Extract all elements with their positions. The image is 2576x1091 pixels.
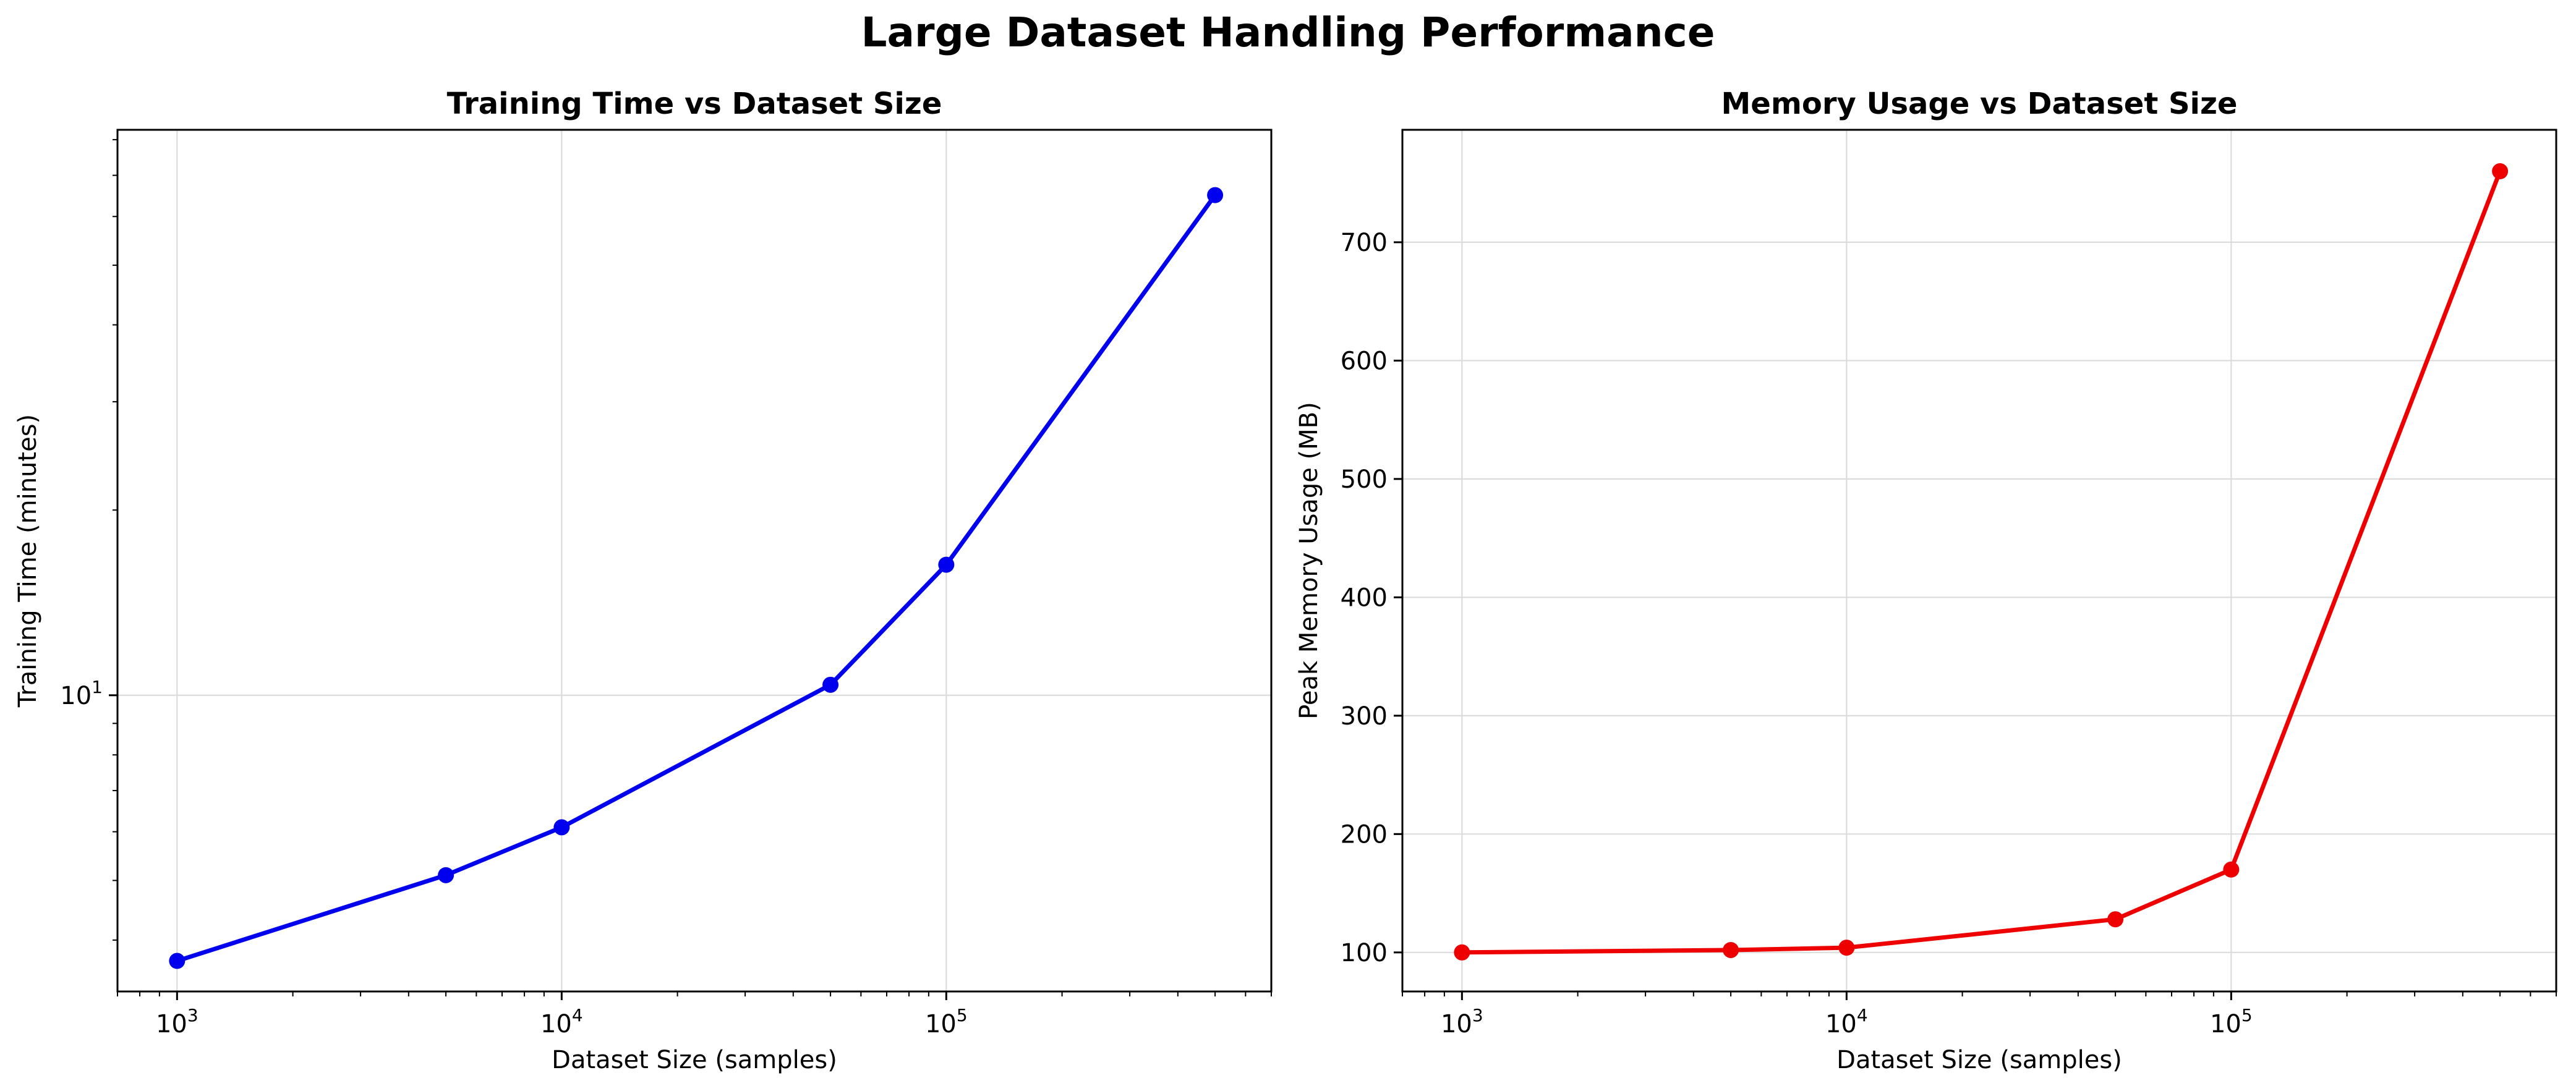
y-tick-label: 200: [1341, 820, 1388, 849]
memory-usage-data-point: [1454, 944, 1470, 961]
training-time-y-axis-label: Training Time (minutes): [14, 414, 42, 708]
x-tick-label: 104: [1825, 1005, 1868, 1038]
training-time-data-point: [822, 676, 839, 693]
memory-usage-title: Memory Usage vs Dataset Size: [1721, 87, 2238, 121]
x-tick-label: 105: [925, 1005, 968, 1038]
training-time-data-point: [438, 867, 454, 883]
y-tick-label: 101: [60, 677, 103, 710]
training-time-data-point: [553, 819, 570, 836]
x-tick-label: 105: [2210, 1005, 2253, 1038]
training-time-title: Training Time vs Dataset Size: [447, 87, 942, 121]
training-time-series-line: [176, 193, 1217, 963]
y-tick-label: 100: [1341, 939, 1388, 967]
memory-usage-data-point: [2107, 911, 2124, 928]
y-tick-label: 600: [1341, 347, 1388, 375]
training-time-data-point: [1207, 187, 1224, 203]
training-time-data-point: [938, 556, 955, 573]
memory-usage-x-axis-label: Dataset Size (samples): [1836, 1046, 2122, 1074]
figure-title: Large Dataset Handling Performance: [861, 9, 1715, 56]
plot-frame: [1401, 129, 2557, 993]
y-tick-label: 300: [1341, 702, 1388, 731]
x-tick-label: 103: [1441, 1005, 1483, 1038]
training-time-data-point: [169, 953, 186, 969]
memory-usage-series-line: [1462, 170, 2502, 955]
y-tick-label: 700: [1341, 229, 1388, 257]
x-tick-label: 104: [540, 1005, 583, 1038]
memory-usage-y-axis-label: Peak Memory Usage (MB): [1295, 402, 1323, 720]
training-time-panel: 103 104 105 101 Training Time vs Dataset Siz…: [14, 87, 1273, 1074]
x-tick-label: 103: [156, 1005, 198, 1038]
memory-usage-data-point: [1838, 940, 1855, 956]
training-time-x-axis-label: Dataset Size (samples): [552, 1046, 837, 1074]
memory-usage-data-point: [2492, 163, 2509, 180]
memory-usage-data-point: [1723, 941, 1739, 958]
memory-usage-panel: 103 104 105 100 200 300 400 500 600 700 Memory Usa…: [1295, 87, 2557, 1074]
y-tick-label: 400: [1341, 584, 1388, 612]
y-tick-label: 500: [1341, 465, 1388, 494]
memory-usage-data-point: [2223, 861, 2240, 878]
plot-frame: [116, 129, 1273, 993]
